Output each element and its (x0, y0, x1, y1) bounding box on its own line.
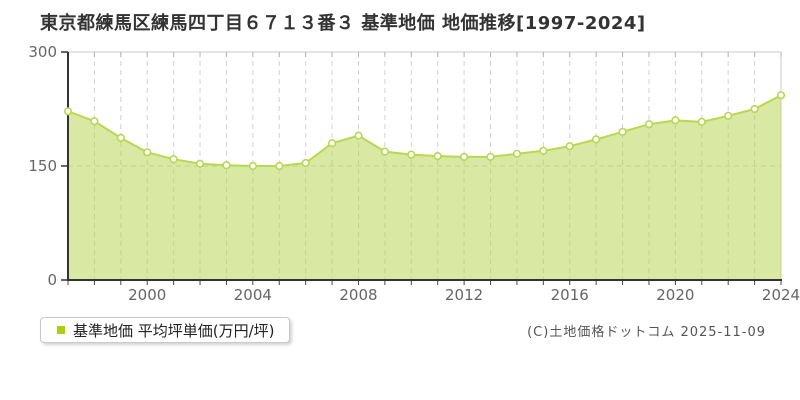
data-point-2021 (697, 117, 706, 126)
data-point-2012 (460, 152, 469, 161)
data-point-2010 (407, 150, 416, 159)
data-point-2013 (486, 152, 495, 161)
data-point-2000 (143, 148, 152, 157)
series-line (67, 94, 782, 167)
x-tick-label: 2000 (128, 286, 166, 304)
data-point-2003 (222, 161, 231, 170)
series-area-fill (68, 95, 781, 280)
data-point-2009 (380, 147, 390, 156)
legend-label: 基準地価 平均坪単価(万円/坪) (73, 321, 275, 340)
page-title: 東京都練馬区練馬四丁目６７１３番３ 基準地価 地価推移[1997-2024] (40, 13, 646, 34)
data-point-2019 (644, 120, 654, 129)
x-tick-label: 2012 (445, 286, 483, 304)
x-tick-label: 2016 (551, 286, 589, 304)
y-tick-label: 150 (28, 157, 57, 175)
x-tick-label: 2008 (339, 286, 377, 304)
data-point-1998 (90, 117, 99, 126)
copyright-footer: (C)土地価格ドットコム 2025-11-09 (527, 325, 766, 340)
data-point-1999 (116, 133, 125, 142)
data-point-2011 (433, 152, 442, 161)
data-point-2022 (724, 111, 733, 120)
data-point-2006 (301, 158, 310, 168)
y-tick-label: 300 (28, 43, 57, 61)
data-point-2017 (591, 135, 601, 144)
y-tick-label: 0 (47, 271, 57, 289)
legend-box: 基準地価 平均坪単価(万円/坪) (40, 317, 290, 343)
data-point-2018 (618, 127, 627, 136)
data-point-2001 (169, 155, 178, 164)
data-point-1997 (63, 107, 73, 116)
data-point-2005 (275, 161, 284, 171)
data-point-2023 (750, 104, 759, 114)
data-point-2024 (776, 91, 786, 100)
data-point-2020 (671, 116, 680, 125)
data-point-2004 (248, 161, 257, 171)
data-point-2014 (512, 149, 522, 158)
x-tick-label: 2020 (656, 286, 694, 304)
data-point-2016 (565, 142, 574, 151)
data-point-2015 (539, 146, 548, 155)
x-tick-label: 2024 (762, 286, 800, 304)
data-point-2008 (354, 131, 363, 140)
data-point-2002 (195, 159, 205, 168)
x-tick-label: 2004 (234, 286, 272, 304)
legend-marker-swatch (57, 326, 65, 334)
data-point-2007 (328, 139, 337, 148)
